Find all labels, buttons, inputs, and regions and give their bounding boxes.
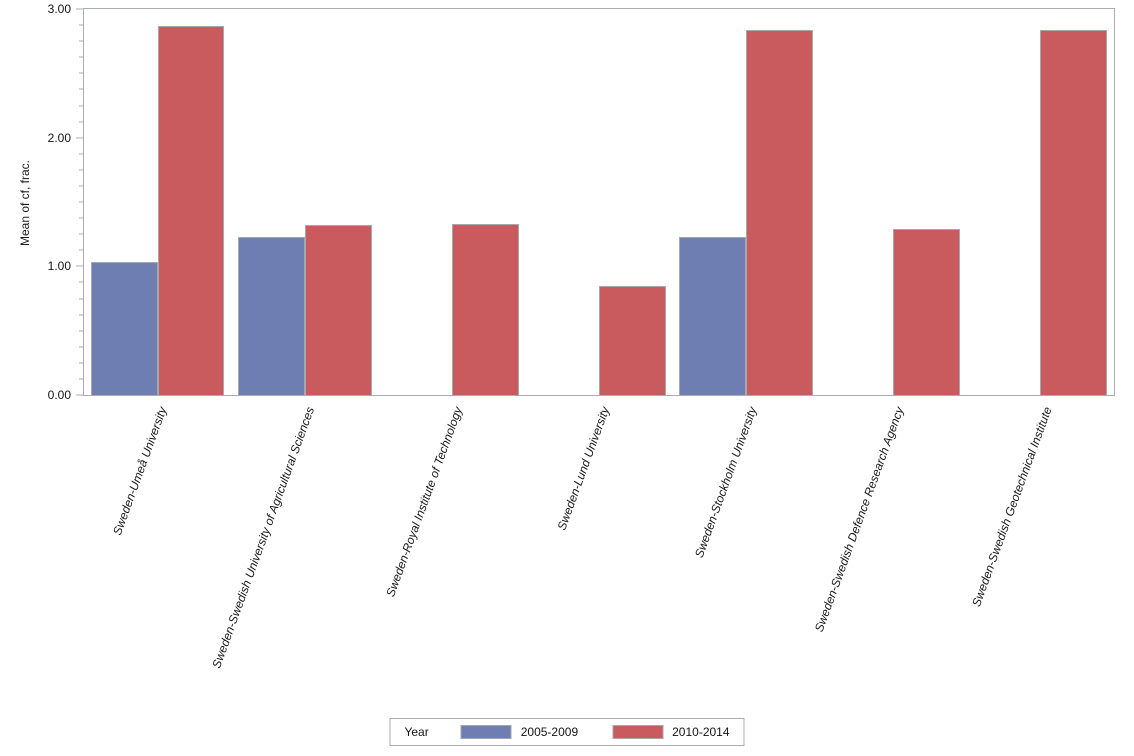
category-label: Sweden-Lund University [554,405,613,533]
y-tick-label: 1.00 [47,259,71,274]
y-minor-tick [79,153,83,155]
y-major-tick [76,137,83,139]
plot-area: 0.00 1.00 2.00 3.00 [48,2,1115,402]
y-tick-label: 3.00 [47,2,71,16]
bar-2010-2014 [893,229,961,395]
y-minor-tick [79,362,83,364]
category-label: Sweden-Royal Institute of Technology [382,405,465,599]
y-minor-tick [79,249,83,251]
y-minor-tick [79,314,83,316]
y-minor-tick [79,121,83,123]
category-label: Sweden-Umeå University [110,405,170,538]
bar-2010-2014 [451,223,519,395]
y-minor-tick [79,346,83,348]
y-minor-tick [79,56,83,58]
category-label: Sweden-Swedish University of Agricultura… [209,405,318,671]
y-tick-label: 2.00 [47,130,71,145]
category-label: Sweden-Swedish Geotechnical Institute [968,405,1055,609]
y-minor-tick [79,105,83,106]
y-minor-tick [79,330,83,332]
y-axis-title: Mean of cf, frac. [18,159,32,247]
y-major-tick [76,8,83,10]
y-minor-tick [79,185,83,187]
y-minor-tick [79,281,83,283]
legend-swatch [612,725,664,739]
legend-swatch [460,725,512,739]
y-minor-tick [79,378,83,380]
y-minor-tick [79,72,83,74]
bar-2005-2009 [237,236,305,395]
x-axis-labels: Sweden-Umeå University Sweden-Swedish Uni… [83,405,1115,705]
y-minor-tick [79,233,83,235]
y-minor-tick [79,169,83,171]
legend-entry: 2005-2009 [460,725,579,739]
legend-entry-label: 2010-2014 [672,725,730,739]
y-major-tick [76,394,83,396]
legend-title: Year [404,725,429,739]
y-minor-tick [79,217,83,219]
bar-2010-2014 [599,285,666,395]
y-minor-tick [79,298,83,299]
legend: Year 2005-2009 2010-2014 [389,718,745,746]
legend-entry: 2010-2014 [612,725,730,739]
category-label: Sweden-Stockholm University [691,405,760,560]
bar-2005-2009 [90,262,158,395]
y-minor-tick [79,24,83,26]
y-minor-tick [79,201,83,203]
bar-2010-2014 [1040,29,1108,395]
bar-2005-2009 [679,236,747,395]
category-label: Sweden-Swedish Defence Research Agency [812,405,907,634]
y-tick-label: 0.00 [47,388,71,402]
legend-entry-label: 2005-2009 [520,725,579,739]
bar-2010-2014 [304,225,372,395]
bar-2010-2014 [157,25,225,395]
y-minor-tick [79,88,83,90]
y-minor-tick [79,40,83,42]
y-major-tick [76,265,83,267]
bar-2010-2014 [746,29,814,395]
